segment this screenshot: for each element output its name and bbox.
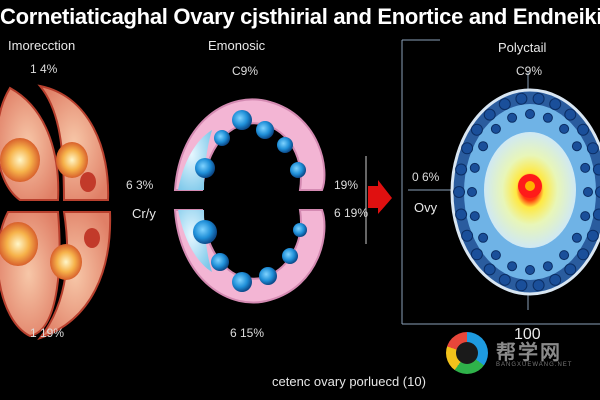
granulosa-cell [461,229,474,242]
left-side-label: Cr/y [132,206,156,221]
granulosa-cell [586,142,599,155]
right-panel-heading: Polyctail [498,40,547,55]
granulosa-cells [453,92,600,292]
watermark-text: 帮学网 [496,342,562,364]
granulosa-cell [532,279,545,292]
granulosa-cell [467,187,477,197]
granulosa-cell [559,250,570,261]
granulosa-cell [498,273,511,286]
watermark-subtext: BANGXUEWANG.NET [496,362,573,368]
right-side-percent: 0 6% [412,170,440,184]
granulosa-cell [461,142,474,155]
granulosa-cell [483,263,496,276]
left-bottom-percent: 1 19% [30,326,65,340]
granulosa-cell [549,273,562,286]
granulosa-cell [595,186,600,198]
middle-bottom-percent: 6 15% [230,326,265,340]
granulosa-cell [532,92,545,105]
granulosa-cell [478,141,489,152]
granulosa-cell [498,98,511,111]
granulosa-cell [577,123,590,136]
granulosa-cell [542,112,553,123]
granulosa-cell [592,208,600,221]
middle-panel-heading: Emonosic [208,38,266,53]
granulosa-cell [571,141,582,152]
page-title: Cornetiaticaghal Ovary cjsthirial and En… [0,4,600,29]
watermark-logo: 帮学网 BANGXUEWANG.NET [446,332,586,376]
granulosa-cell [483,108,496,121]
granulosa-cell [592,163,600,176]
granulosa-cell [490,250,501,261]
granulosa-cell [525,109,535,119]
granulosa-cell [470,123,483,136]
granulosa-cell [542,261,553,272]
middle-side-bottom-percent: 6 19% [334,206,369,220]
granulosa-cell [469,211,480,222]
granulosa-cell [580,162,591,173]
right-ovary-section [450,88,600,296]
granulosa-cell [455,208,468,221]
caption: cetenc ovary porluecd (10) [272,374,426,389]
left-side-percent: 6 3% [126,178,154,192]
left-panel-heading: Imorecction [8,38,76,53]
granulosa-cell [586,229,599,242]
right-side-label: Ovy [414,200,438,215]
granulosa-cell [515,279,528,292]
arrow-icon [368,180,392,214]
granulosa-cell [580,211,591,222]
left-ovary-lobes [0,84,112,341]
granulosa-cell [470,248,483,261]
watermark-q-icon [446,332,488,374]
right-top-percent: C9% [516,64,543,78]
granulosa-cell [507,261,518,272]
granulosa-cell [453,186,465,198]
granulosa-cell [515,92,528,105]
granulosa-cell [583,187,593,197]
granulosa-cell [478,232,489,243]
granulosa-cell [525,265,535,275]
granulosa-cell [571,232,582,243]
middle-top-percent: C9% [232,64,259,78]
granulosa-cell [455,163,468,176]
granulosa-cell [564,263,577,276]
right-bottom-value: 100 [514,326,541,343]
granulosa-cell [507,112,518,123]
granulosa-cell [549,98,562,111]
middle-side-top-percent: 19% [334,178,359,192]
middle-ring [173,98,326,304]
granulosa-cell [564,108,577,121]
left-top-percent: 1 4% [30,62,58,76]
granulosa-cell [577,248,590,261]
granulosa-cell [469,162,480,173]
granulosa-cell [490,123,501,134]
granulosa-cell [559,123,570,134]
